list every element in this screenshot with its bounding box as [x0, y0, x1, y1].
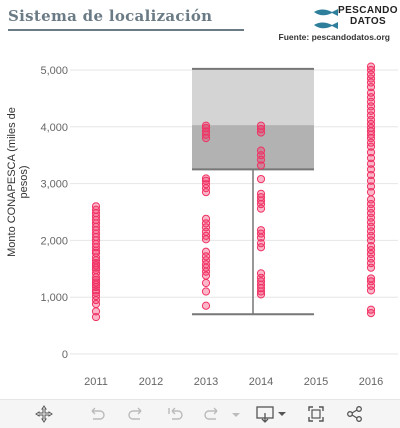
data-point: [91, 259, 101, 268]
data-point: [256, 239, 266, 248]
x-tick-label: 2016: [359, 376, 383, 388]
data-point: [201, 287, 211, 296]
data-point: [366, 188, 376, 197]
data-point: [366, 170, 376, 180]
data-point: [366, 182, 376, 191]
data-point: [366, 305, 376, 314]
brand-line1: PESCANDO: [338, 5, 398, 16]
brand-line2: DATOS: [350, 16, 387, 27]
data-point: [201, 123, 211, 133]
x-tick-label: 2013: [194, 376, 218, 388]
x-tick-label: 2012: [139, 376, 163, 388]
data-point: [366, 165, 376, 174]
y-tick-label: 5,000: [40, 65, 68, 77]
data-point: [366, 159, 376, 168]
fullscreen-icon[interactable]: [307, 405, 325, 423]
data-point: [201, 301, 211, 310]
data-point: [256, 146, 266, 155]
data-point: [91, 202, 101, 211]
x-tick-label: 2011: [84, 376, 108, 388]
data-point: [366, 274, 376, 283]
revert-icon[interactable]: [166, 405, 184, 423]
data-point: [366, 195, 376, 204]
data-point: [201, 176, 211, 185]
share-icon[interactable]: [346, 405, 364, 423]
y-tick-label: 3,000: [40, 179, 68, 191]
data-point: [366, 241, 376, 251]
data-point: [256, 174, 266, 184]
scatter-plot: 0 1,000 2,000 3,000 4,000 5,000 2011 2012 2013 20…: [40, 62, 398, 388]
data-point: [256, 269, 266, 278]
data-point: [201, 278, 211, 288]
chevron-down-icon[interactable]: [230, 405, 242, 423]
redo-icon[interactable]: [127, 405, 145, 423]
data-point: [91, 307, 101, 316]
x-tick-label: 2014: [249, 376, 273, 388]
data-point: [256, 226, 266, 235]
move-icon[interactable]: [35, 405, 53, 423]
forward-icon[interactable]: [203, 405, 221, 423]
title-divider: [8, 29, 244, 31]
data-point: [366, 62, 376, 71]
data-point: [256, 189, 266, 198]
y-tick-label: 4,000: [40, 122, 68, 134]
page-title: Sistema de localización: [8, 7, 213, 25]
data-point: [366, 153, 376, 163]
box-lower: [192, 125, 314, 170]
data-point: [201, 214, 211, 223]
data-point: [256, 121, 266, 130]
y-tick-label: 2,000: [40, 235, 68, 247]
download-icon[interactable]: [256, 405, 288, 423]
data-point: [256, 290, 266, 299]
data-point: [91, 312, 101, 322]
x-tick-label: 2015: [304, 376, 328, 388]
data-point: [366, 277, 376, 286]
y-tick-label: 0: [62, 349, 68, 361]
box-upper: [192, 68, 314, 126]
data-point: [366, 88, 376, 97]
undo-icon[interactable]: [88, 405, 106, 423]
data-point: [91, 248, 101, 257]
data-point: [366, 176, 376, 185]
toolbar: [0, 399, 400, 428]
data-point: [201, 174, 211, 183]
data-point: [201, 121, 211, 130]
data-point: [366, 148, 376, 157]
source-note: Fuente: pescandodatos.org: [278, 32, 390, 42]
data-point: [256, 161, 266, 170]
data-point: [91, 288, 101, 297]
y-tick-label: 1,000: [40, 292, 68, 304]
data-point: [201, 247, 211, 256]
fish-logo-icon: [314, 9, 338, 29]
